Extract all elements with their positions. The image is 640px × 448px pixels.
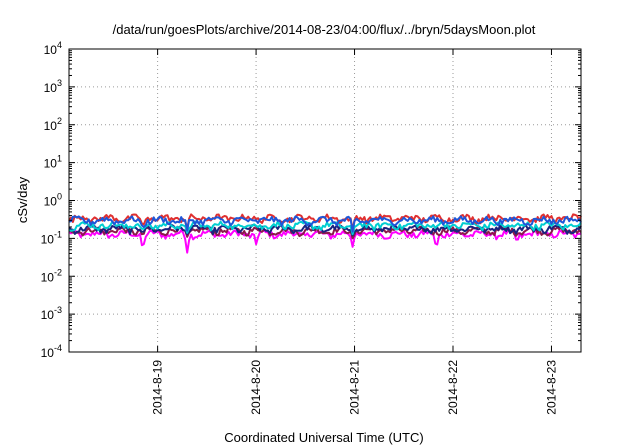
x-tick-label: 2014-8-20 — [249, 360, 263, 415]
x-tick-label: 2014-8-23 — [544, 360, 558, 415]
y-tick-label: 101 — [44, 154, 62, 171]
series-line — [68, 225, 582, 240]
x-axis: 2014-8-19 2014-8-20 2014-8-21 2014-8-22 2014… — [151, 49, 558, 415]
y-tick-label: 103 — [44, 78, 62, 95]
grid — [69, 49, 581, 352]
series-line — [68, 223, 582, 237]
y-tick-label: 102 — [44, 116, 62, 133]
y-axis-label: cSv/day — [15, 176, 30, 223]
y-tick-label: 100 — [44, 192, 62, 209]
x-tick-label: 2014-8-22 — [446, 360, 460, 415]
chart-title: /data/run/goesPlots/archive/2014-08-23/0… — [113, 22, 536, 37]
y-axis: 10-4 10-3 10-2 10-1 100 101 102 103 104 — [41, 40, 581, 360]
y-tick-label: 10-2 — [41, 267, 62, 284]
x-tick-label: 2014-8-19 — [151, 360, 165, 415]
y-tick-label: 10-1 — [41, 229, 62, 246]
y-tick-label: 104 — [44, 40, 62, 57]
series-line — [68, 220, 582, 236]
series-line — [68, 215, 582, 233]
x-axis-label: Coordinated Universal Time (UTC) — [224, 430, 423, 445]
y-tick-label: 10-4 — [41, 343, 62, 360]
series-layer — [68, 213, 582, 254]
x-tick-label: 2014-8-21 — [348, 360, 362, 415]
y-tick-label: 10-3 — [41, 305, 62, 322]
